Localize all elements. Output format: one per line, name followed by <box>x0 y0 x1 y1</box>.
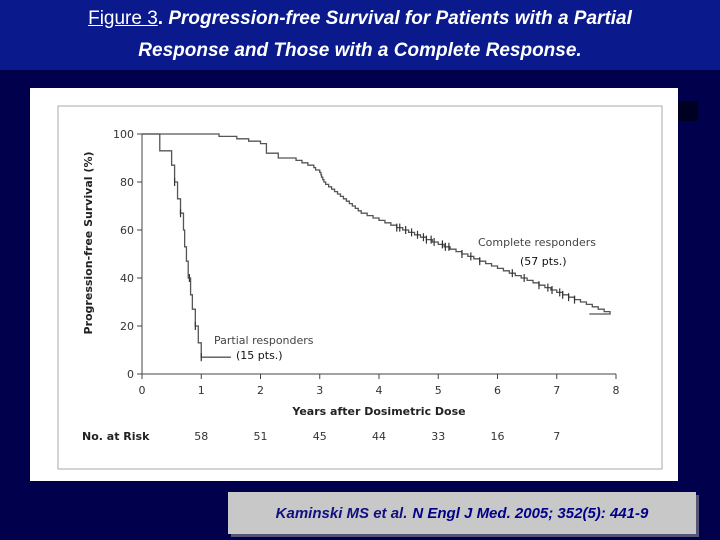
at-risk-value: 16 <box>491 430 505 443</box>
title-bar: Figure 3. Progression-free Survival for … <box>0 0 720 70</box>
citation-box: Kaminski MS et al. N Engl J Med. 2005; 3… <box>228 492 696 534</box>
x-tick-label-2: 2 <box>257 384 264 397</box>
series-count-complete: (57 pts.) <box>520 255 567 268</box>
citation-authors: Kaminski MS et al. <box>275 504 408 522</box>
series-count-partial: (15 pts.) <box>236 349 283 362</box>
x-tick-label-3: 3 <box>316 384 323 397</box>
at-risk-value: 33 <box>431 430 445 443</box>
x-tick-label-8: 8 <box>613 384 620 397</box>
at-risk-label: No. at Risk <box>82 430 150 443</box>
xlabel: Years after Dosimetric Dose <box>291 405 465 418</box>
figure-title-line-2: Response and Those with a Complete Respo… <box>138 40 582 61</box>
series-line-complete <box>142 133 611 315</box>
x-tick-label-4: 4 <box>376 384 383 397</box>
at-risk-value: 7 <box>553 430 560 443</box>
at-risk-value: 58 <box>194 430 208 443</box>
series-line-partial <box>142 133 231 358</box>
at-risk-value: 44 <box>372 430 386 443</box>
figure-title-rest: Progression-free Survival for Patients w… <box>168 8 632 29</box>
series-layer <box>142 133 611 362</box>
series-label-partial: Partial responders <box>214 334 314 347</box>
x-tick-label-5: 5 <box>435 384 442 397</box>
x-tick-label-0: 0 <box>139 384 146 397</box>
y-tick-label-0: 0 <box>127 368 134 381</box>
figure-title-prefix: Figure 3 <box>88 8 158 29</box>
chart-panel: 0 1 2 3 4 5 6 7 8 0 20 40 60 80 100 Progression-free S… <box>30 88 678 481</box>
y-tick-label-40: 40 <box>120 272 134 285</box>
chart-frame <box>57 105 663 470</box>
y-tick-label-80: 80 <box>120 176 134 189</box>
at-risk-value: 45 <box>313 430 327 443</box>
citation-journal: N Engl J Med. 2005; 352(5): 441-9 <box>412 504 649 522</box>
at-risk-values: 58 51 45 44 33 16 7 <box>194 430 560 443</box>
y-tick-label-20: 20 <box>120 320 134 333</box>
y-tick-label-60: 60 <box>120 224 134 237</box>
x-tick-label-6: 6 <box>494 384 501 397</box>
ylabel: Progression-free Survival (%) <box>82 152 95 335</box>
series-label-complete: Complete responders <box>478 236 596 249</box>
y-tick-label-100: 100 <box>113 128 134 141</box>
x-tick-label-1: 1 <box>198 384 205 397</box>
figure-title-line-1: Figure 3. Progression-free Survival for … <box>88 8 632 29</box>
x-tick-label-7: 7 <box>553 384 560 397</box>
at-risk-value: 51 <box>254 430 268 443</box>
